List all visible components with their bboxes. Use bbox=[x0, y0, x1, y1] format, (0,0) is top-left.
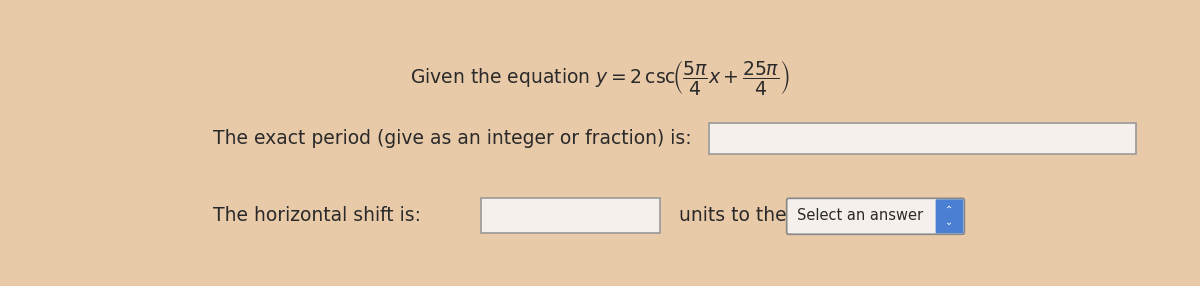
Bar bbox=[709, 123, 1136, 154]
Text: The horizontal shift is:: The horizontal shift is: bbox=[212, 206, 421, 225]
FancyBboxPatch shape bbox=[787, 198, 965, 234]
Text: Given the equation $y = 2\,\mathrm{csc}\!\left(\dfrac{5\pi}{4}x + \dfrac{25\pi}{: Given the equation $y = 2\,\mathrm{csc}\… bbox=[410, 58, 790, 98]
Text: The exact period (give as an integer or fraction) is:: The exact period (give as an integer or … bbox=[212, 129, 691, 148]
FancyBboxPatch shape bbox=[936, 199, 964, 233]
Bar bbox=[481, 198, 660, 233]
Text: Select an answer: Select an answer bbox=[797, 208, 923, 223]
Text: units to the: units to the bbox=[679, 206, 787, 225]
Text: ⌃
⌄: ⌃ ⌄ bbox=[946, 205, 954, 227]
